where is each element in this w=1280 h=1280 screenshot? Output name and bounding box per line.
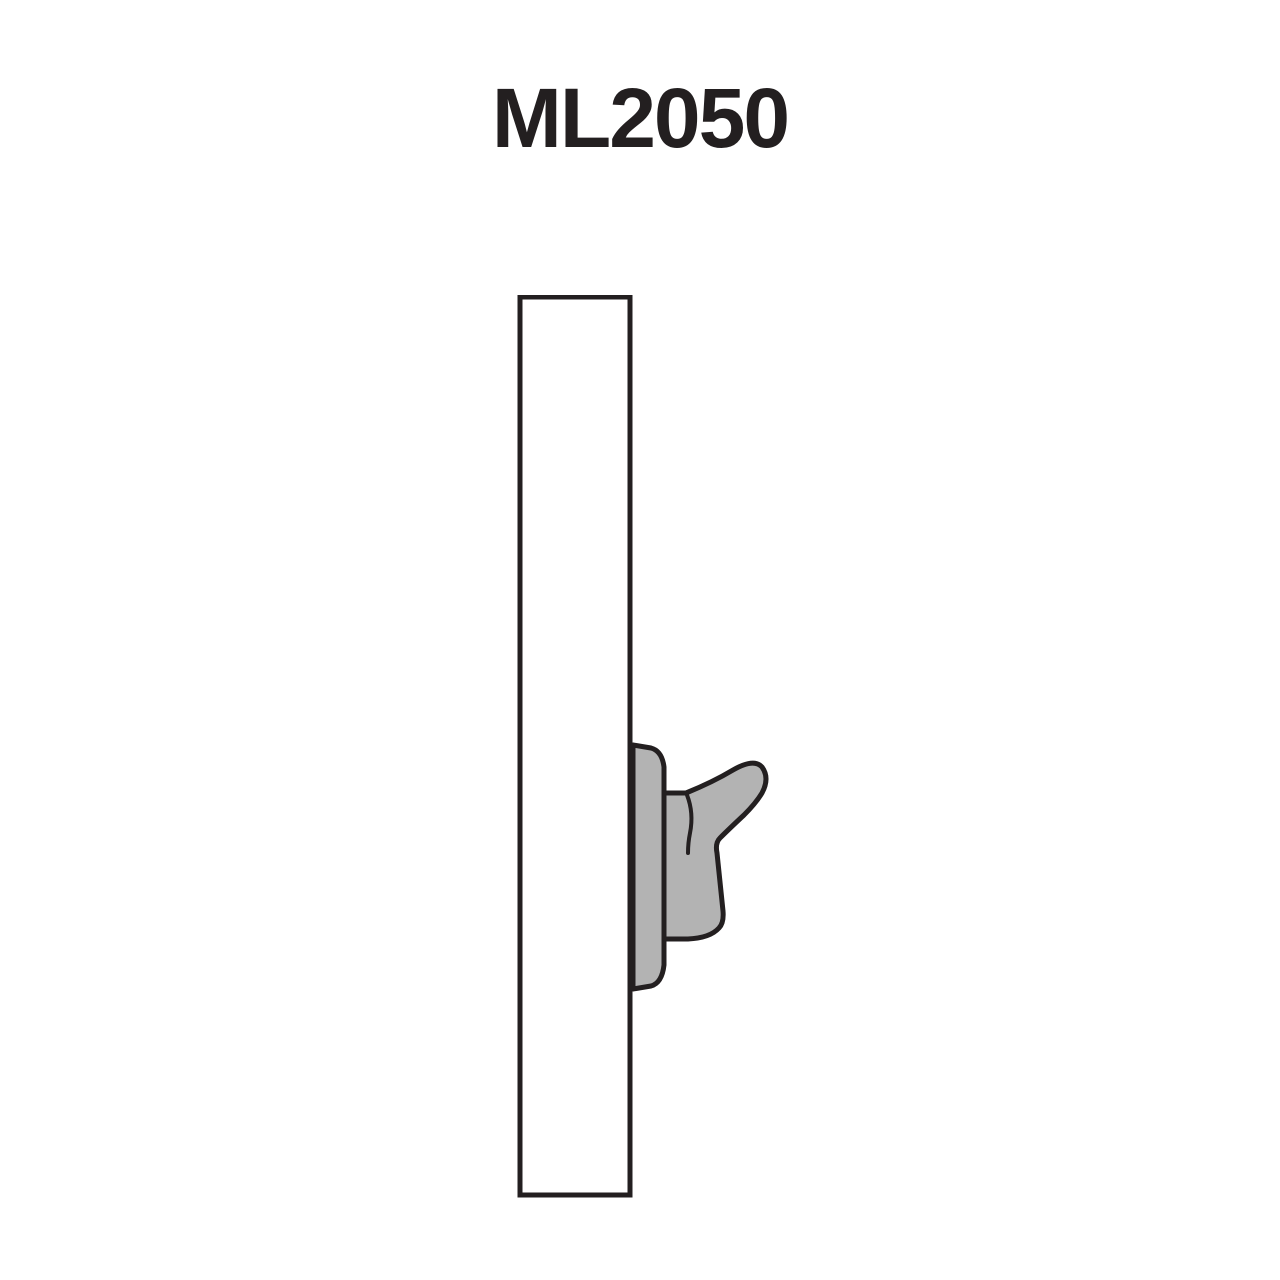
lock-plate	[520, 297, 630, 1195]
figure-title: ML2050	[492, 70, 788, 167]
thumbturn-knob	[664, 763, 766, 939]
thumbturn-rose	[633, 745, 664, 989]
lock-diagram	[390, 295, 890, 1215]
